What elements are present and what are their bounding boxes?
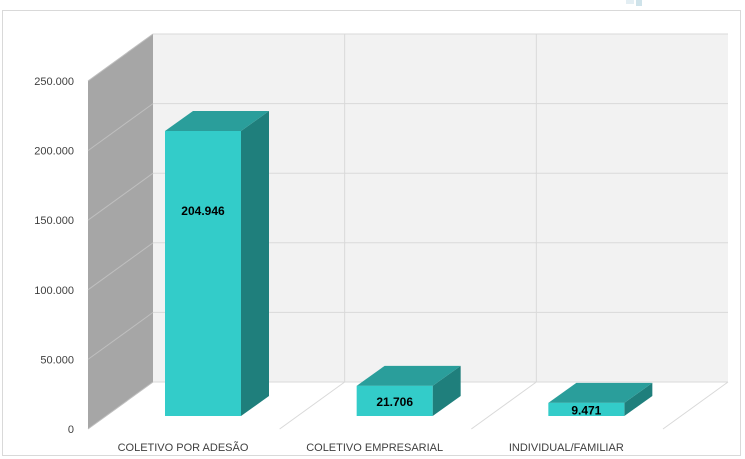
y-tick-label: 100.000 [34, 285, 74, 297]
gridline-side [87, 311, 154, 360]
bar-top [548, 382, 653, 403]
side-wall [88, 34, 153, 429]
y-tick-label: 150.000 [34, 215, 74, 227]
x-category-label: COLETIVO POR ADESÃO [118, 441, 249, 454]
gridline-side [87, 381, 154, 430]
bar-side [241, 111, 269, 416]
corner-logo-fragment [626, 0, 642, 6]
gridline-side [87, 172, 154, 221]
bar-side [432, 365, 461, 416]
bar-top [356, 365, 461, 386]
bar-top [165, 111, 269, 131]
bar-side [624, 382, 653, 416]
bar [356, 385, 433, 416]
y-tick-label: 50.000 [40, 354, 74, 366]
floor-divider [471, 381, 537, 430]
gridline-side [87, 103, 154, 152]
gridline-side [87, 242, 154, 291]
y-tick-label: 250.000 [34, 76, 74, 88]
bar [165, 131, 241, 416]
floor-divider [279, 381, 345, 430]
data-label: 21.706 [376, 395, 413, 409]
gridline-side [87, 33, 154, 82]
y-tick-label: 200.000 [34, 146, 74, 158]
floor-divider [662, 381, 729, 430]
data-label: 9.471 [571, 403, 601, 417]
x-category-label: COLETIVO EMPRESARIAL [306, 442, 443, 454]
data-label: 204.946 [181, 204, 225, 218]
bar [548, 402, 625, 416]
x-category-label: INDIVIDUAL/FAMILIAR [509, 442, 624, 454]
y-tick-label: 0 [68, 424, 74, 436]
